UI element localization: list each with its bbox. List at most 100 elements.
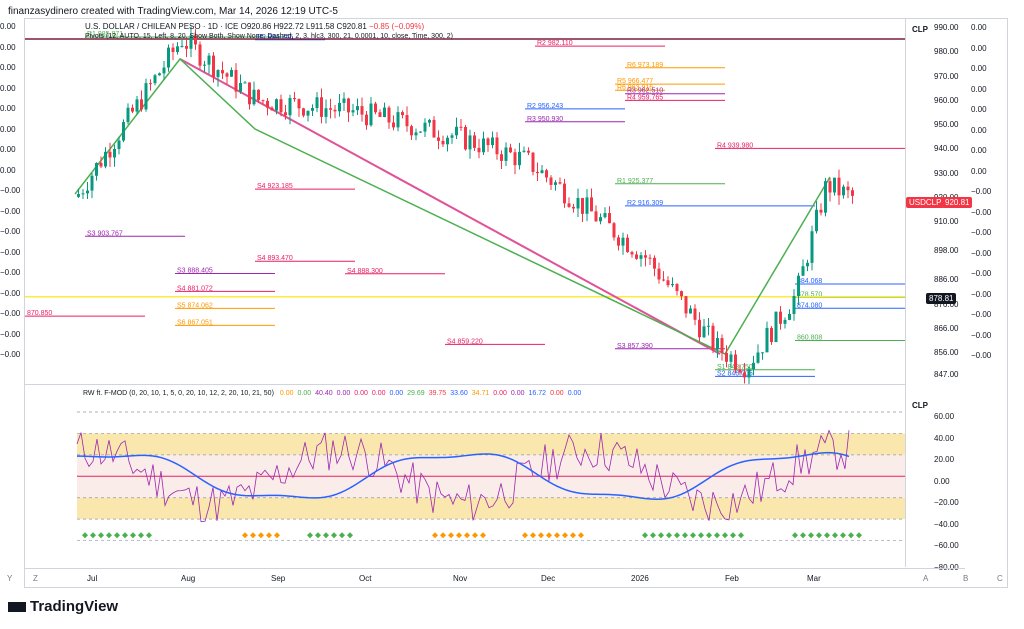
signal-diamond-marker: [674, 532, 680, 539]
candle-body: [405, 115, 409, 127]
right-value-column: 0.00 0.00 0.00 0.00 0.00 0.00 0.00 0.00 −0.00 −0.…: [965, 19, 1008, 567]
candle-body: [653, 257, 656, 269]
signal-diamond-marker: [800, 532, 806, 539]
candle-body: [725, 352, 728, 362]
pivot-level-label: 870.850: [27, 310, 52, 317]
symbol-title[interactable]: U.S. DOLLAR / CHILEAN PESO · 1D · ICE: [85, 22, 239, 31]
chart-frame[interactable]: R1 985.871 R2 984.745 R2 982.110 R6 973.189…: [7, 18, 1008, 589]
signal-diamond-marker: [682, 532, 688, 539]
candle-body: [545, 170, 548, 178]
candle-body: [234, 69, 238, 92]
pivot-level-label: S2 846.005: [717, 370, 753, 377]
zero-value-label: 0.00: [0, 145, 16, 154]
crosshair-price-value: 878.81: [929, 294, 954, 303]
candle-body: [747, 369, 751, 378]
candle-body: [140, 99, 143, 110]
time-axis-zoom-button[interactable]: Z: [33, 574, 38, 583]
indicator-value: 0.00: [354, 390, 368, 397]
zero-value-label: −0.00: [0, 329, 21, 339]
pivot-level-label: R4 939.980: [717, 142, 753, 149]
signal-diamond-marker: [258, 532, 264, 539]
price-tick-label: 970.00: [934, 71, 959, 81]
candle-body: [648, 257, 652, 259]
signal-diamond-marker: [722, 532, 728, 539]
candle-body: [104, 151, 107, 167]
indicator-legend[interactable]: RW ft. F-MOD (0, 20, 10, 1, 5, 0, 20, 10…: [83, 390, 581, 397]
signal-diamond-marker: [464, 532, 470, 539]
candle-body: [252, 89, 256, 105]
candle-body: [333, 109, 337, 112]
candle-body: [423, 122, 427, 132]
indicator-currency: CLP: [912, 401, 928, 410]
signal-diamond-marker: [530, 532, 536, 539]
signal-diamond-marker: [432, 532, 438, 539]
zigzag-line: [74, 57, 831, 355]
zero-value-label: 0.00: [971, 64, 987, 73]
signal-diamond-marker: [562, 532, 568, 539]
signal-diamond-marker: [832, 532, 838, 539]
candle-body: [801, 266, 805, 276]
signal-diamond-marker: [250, 532, 256, 539]
signal-diamond-marker: [730, 532, 736, 539]
candle-body: [599, 217, 602, 222]
zero-value-label: −0.00: [0, 227, 21, 236]
candle-body: [329, 108, 332, 110]
pivot-level-label: 874.080: [797, 302, 822, 309]
indicator-pane[interactable]: RW ft. F-MOD (0, 20, 10, 1, 5, 0, 20, 10…: [25, 385, 905, 567]
signal-diamond-marker: [840, 532, 846, 539]
candle-body: [369, 103, 373, 126]
price-tick-label: 940.00: [934, 144, 959, 154]
indicator-tick-label: −40.00: [934, 519, 959, 529]
time-label: Sep: [271, 574, 286, 583]
candle-body: [572, 206, 575, 209]
percent-scale-button[interactable]: C: [997, 574, 1003, 583]
pivots-legend[interactable]: Pivots (12, AUTO, 15, Left, 8, 20, Show …: [85, 33, 453, 40]
price-tick-label: 847.00: [934, 370, 959, 379]
indicator-tick-label: 60.00: [934, 412, 955, 421]
candle-body: [738, 369, 742, 373]
candle-body: [531, 152, 535, 172]
candle-body: [392, 122, 395, 128]
candle-body: [347, 98, 350, 113]
candle-body: [477, 147, 481, 153]
candle-body: [630, 252, 634, 255]
price-tick-label: 876.00: [934, 299, 959, 309]
pivot-level-label: R3 950.930: [527, 116, 563, 123]
pivot-level-label: S4 893.470: [257, 255, 293, 262]
crosshair-price-badge: 878.81: [926, 293, 957, 304]
price-scale[interactable]: CLP 990.00 980.00 970.00 960.00 950.00 940.00…: [905, 19, 973, 572]
auto-scale-button[interactable]: A: [923, 574, 929, 583]
zero-value-label: −0.00: [971, 289, 992, 299]
candle-body: [387, 107, 391, 123]
signal-diamond-marker: [816, 532, 822, 539]
signal-diamond-marker: [856, 532, 862, 539]
zero-value-label: 0.00: [971, 84, 987, 94]
chart-credit-header: finanzasydinero created with TradingView…: [8, 6, 338, 17]
indicator-tick-label: −20.00: [934, 498, 959, 507]
log-scale-button[interactable]: B: [963, 574, 969, 583]
time-axis[interactable]: Y Z Jul Aug Sep Oct Nov Dec 2026 Feb Mar A B C: [7, 568, 1003, 589]
candle-body: [540, 170, 544, 174]
candle-body: [261, 100, 265, 102]
indicator-value: 0.00: [550, 390, 564, 397]
candle-body: [351, 110, 355, 113]
signal-diamond-marker: [122, 532, 128, 539]
zero-value-label: 0.00: [971, 146, 987, 155]
candle-body: [585, 197, 589, 214]
zero-value-label: −0.00: [0, 247, 21, 257]
tradingview-logo[interactable]: TradingView: [8, 598, 118, 615]
candle-body: [810, 231, 814, 263]
candle-body: [500, 154, 503, 161]
price-tick-label: 856.00: [934, 348, 959, 358]
zero-value-label: −0.00: [0, 350, 21, 359]
main-price-pane[interactable]: R1 985.871 R2 984.745 R2 982.110 R6 973.189…: [25, 19, 905, 385]
candle-body: [684, 296, 688, 314]
candle-body: [828, 181, 832, 193]
candle-body: [635, 254, 638, 259]
candle-body: [617, 237, 620, 246]
candle-body: [410, 126, 413, 136]
candle-body: [77, 194, 80, 197]
indicator-value: 0.00: [297, 390, 312, 397]
time-axis-y-button[interactable]: Y: [7, 574, 13, 583]
candle-body: [797, 275, 800, 297]
